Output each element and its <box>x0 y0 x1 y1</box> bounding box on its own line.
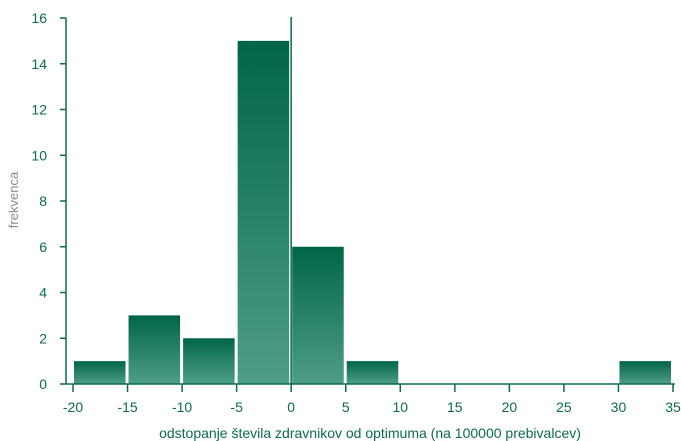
histogram-bar <box>292 246 344 384</box>
bars-layer <box>74 40 671 384</box>
x-tick-label: 5 <box>342 399 350 415</box>
histogram-bar <box>74 361 126 384</box>
histogram-bar <box>346 361 399 384</box>
x-tick-label: -20 <box>63 399 83 415</box>
x-tick-label: 35 <box>665 399 681 415</box>
y-tick-label: 4 <box>39 285 47 301</box>
axes-layer <box>60 17 675 392</box>
labels-layer: 0 2 4 6 8 10 12 14 16 -20 -15 -10 -5 0 5 10 15 20 25 30 35 <box>31 10 681 415</box>
y-tick-label: 10 <box>31 147 47 163</box>
x-tick-label: 25 <box>556 399 572 415</box>
y-tick-label: 14 <box>31 56 47 72</box>
x-tick-label: 20 <box>502 399 518 415</box>
histogram-bar <box>619 361 671 384</box>
y-tick-label: 2 <box>39 330 47 346</box>
y-axis-title: frekvenca <box>6 171 21 228</box>
x-tick-label: -10 <box>172 399 192 415</box>
y-tick-label: 16 <box>31 10 47 26</box>
y-tick-label: 6 <box>39 239 47 255</box>
x-tick-label: 0 <box>287 399 295 415</box>
histogram-bar <box>237 40 290 384</box>
x-tick-label: 10 <box>392 399 408 415</box>
y-tick-label: 0 <box>39 376 47 392</box>
y-tick-label: 12 <box>31 102 47 118</box>
histogram-bar <box>128 315 181 384</box>
x-tick-label: 15 <box>447 399 463 415</box>
x-tick-label: -5 <box>230 399 243 415</box>
x-axis-title: odstopanje števila zdravnikov od optimum… <box>159 425 581 441</box>
histogram-bar <box>183 338 235 384</box>
y-tick-label: 8 <box>39 193 47 209</box>
x-tick-label: -15 <box>117 399 137 415</box>
x-tick-label: 30 <box>611 399 627 415</box>
